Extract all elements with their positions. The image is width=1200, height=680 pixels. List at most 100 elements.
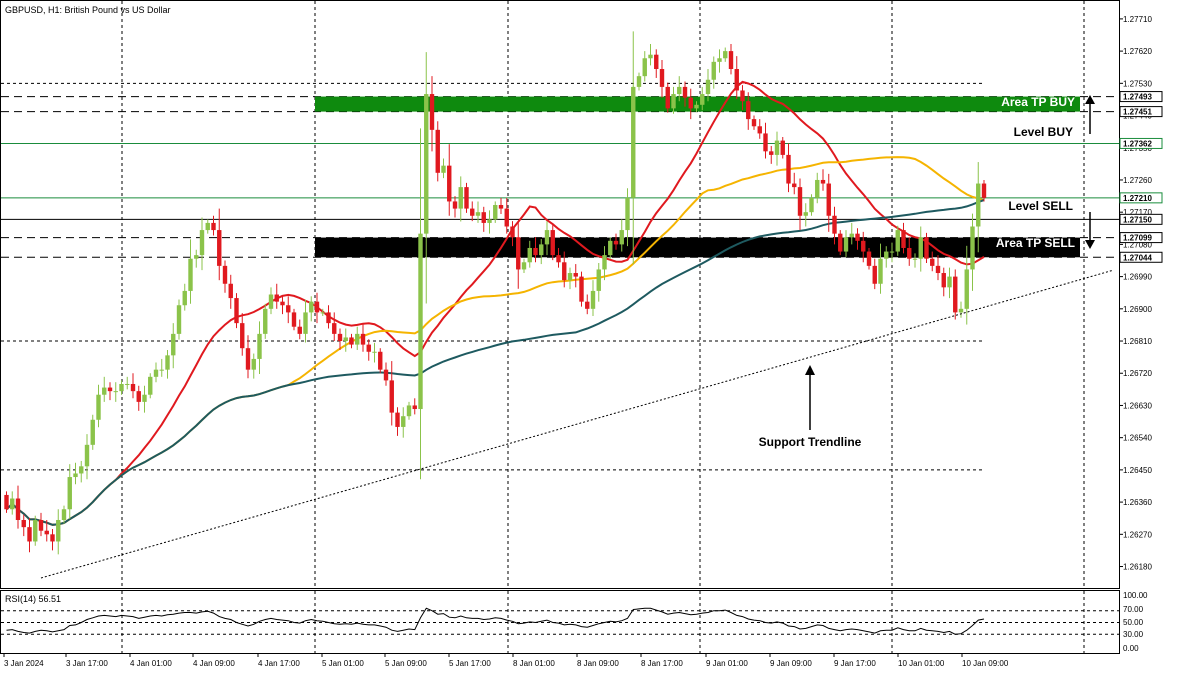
candle-bear [665, 86, 670, 109]
candle-bull [33, 519, 38, 542]
price-label-text: 1.27044 [1123, 253, 1152, 262]
candle-bull [976, 183, 981, 227]
candle-bear [337, 333, 343, 342]
candle-bull [521, 262, 527, 270]
candle-bear [924, 237, 929, 259]
time-tick-label: 9 Jan 09:00 [770, 659, 812, 668]
candle-bull [889, 251, 895, 253]
axis-layer: 1.277101.276201.275301.274401.273501.272… [3, 15, 1163, 668]
candle-bull [176, 305, 182, 334]
price-label-box [1119, 232, 1163, 244]
candle-bear [935, 265, 941, 274]
time-tick-label: 9 Jan 17:00 [834, 659, 876, 668]
candle-bear [481, 212, 486, 223]
candle-bear [786, 154, 791, 184]
candle-bull [705, 79, 711, 95]
candle-bear [769, 151, 774, 155]
candle-bear [579, 276, 584, 302]
candle-bear [464, 187, 469, 209]
candle-bull [61, 509, 67, 520]
time-tick-label: 10 Jan 09:00 [962, 659, 1009, 668]
candle-bull [56, 519, 61, 542]
candle-bear [562, 262, 567, 281]
candle-bear [682, 86, 688, 98]
candle-bear [245, 348, 251, 370]
price-label-box [1119, 106, 1163, 118]
time-tick-label: 8 Jan 01:00 [513, 659, 555, 668]
candle-bull [113, 391, 118, 393]
candle-bull [343, 337, 348, 342]
price-label-box [1119, 192, 1163, 204]
price-label-text: 1.27150 [1123, 215, 1152, 224]
candle-bull [774, 140, 780, 155]
price-tick-label: 1.26360 [1123, 498, 1152, 507]
candle-bull [84, 444, 90, 467]
price-label-text: 1.27210 [1123, 194, 1152, 203]
candle-bull [671, 94, 676, 109]
main-pane-frame [0, 0, 1120, 589]
candle-bull [257, 333, 262, 359]
candle-bear [792, 183, 797, 188]
candle-bull [406, 405, 412, 417]
candle-bear [953, 276, 958, 313]
time-tick-label: 4 Jan 09:00 [193, 659, 235, 668]
candle-bull [125, 383, 130, 385]
candle-bear [395, 412, 400, 427]
candle-bull [539, 244, 544, 256]
ma-red-line [5, 80, 985, 526]
candle-bull [182, 290, 187, 306]
buy-arrow-up-icon [1085, 95, 1095, 104]
candle-bull [309, 301, 314, 313]
time-tick-label: 8 Jan 17:00 [641, 659, 683, 668]
candle-bear [44, 530, 49, 535]
candle-bull [544, 230, 550, 245]
price-tick-label: 1.26900 [1123, 305, 1152, 314]
candle-bear [613, 240, 619, 245]
candle-bull [320, 312, 325, 314]
time-tick-label: 10 Jan 01:00 [898, 659, 945, 668]
candle-bear [746, 101, 751, 120]
candle-bear [740, 90, 745, 102]
candle-bull [912, 258, 918, 260]
area-tp-sell-label: Area TP SELL [996, 236, 1075, 250]
candle-bear [27, 527, 32, 542]
candle-bull [194, 255, 199, 259]
candle-bear [585, 301, 590, 309]
candle-bull [964, 269, 969, 309]
candle-bear [510, 226, 515, 238]
candle-bear [50, 534, 55, 542]
rsi-line [6, 607, 985, 635]
sell-arrow-down-icon [1085, 240, 1095, 249]
candle-bear [211, 222, 216, 231]
candle-bull [263, 308, 268, 334]
candle-bull [884, 251, 889, 259]
candles [4, 31, 987, 555]
candle-bull [803, 212, 808, 216]
price-tick-label: 1.27710 [1123, 15, 1152, 24]
candle-bear [763, 133, 768, 152]
candle-bear [550, 230, 555, 256]
candle-bull [441, 165, 446, 173]
time-tick-label: 5 Jan 17:00 [449, 659, 491, 668]
candle-bear [435, 129, 440, 173]
candle-bear [38, 519, 44, 531]
candle-bull [711, 61, 716, 80]
time-tick-label: 3 Jan 17:00 [66, 659, 108, 668]
candle-bull [73, 473, 78, 478]
candle-bull [153, 369, 159, 377]
candle-bear [130, 383, 136, 392]
candle-bear [516, 237, 521, 270]
candle-bull [947, 276, 952, 288]
candle-bear [654, 54, 659, 70]
candle-bull [424, 94, 429, 234]
candle-bull [171, 333, 176, 356]
rsi-tick-label: 0.00 [1123, 644, 1139, 653]
candle-bear [447, 165, 452, 202]
candle-bear [533, 247, 538, 256]
candle-bear [751, 119, 757, 127]
candle-bull [10, 498, 15, 510]
candle-bear [389, 380, 394, 413]
price-label-box [1119, 213, 1163, 225]
